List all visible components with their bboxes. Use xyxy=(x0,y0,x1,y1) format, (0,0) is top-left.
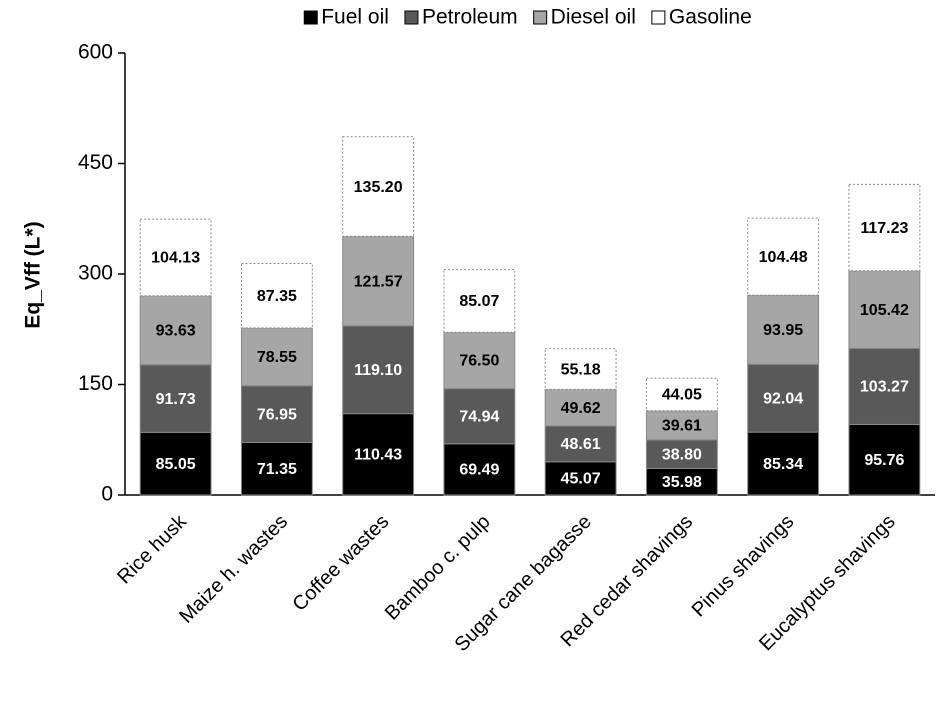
value-label: 85.34 xyxy=(763,456,803,473)
bar-segment xyxy=(240,385,313,443)
value-label: 76.50 xyxy=(459,353,499,370)
value-label: 76.95 xyxy=(257,406,297,423)
value-label: 48.61 xyxy=(561,436,601,453)
legend-label: Petroleum xyxy=(422,6,518,29)
value-label: 35.98 xyxy=(662,474,702,491)
bar-segment xyxy=(544,388,617,427)
bar-segment xyxy=(747,363,820,433)
legend-label: Diesel oil xyxy=(551,6,636,29)
legend-swatch xyxy=(651,10,666,25)
x-tick-label: Rice husk xyxy=(113,510,191,588)
value-label: 95.76 xyxy=(864,452,904,469)
bar-segment xyxy=(342,235,415,327)
bar-segment xyxy=(848,347,921,425)
bar-segment xyxy=(544,425,617,463)
bar-segment xyxy=(645,377,718,412)
bar-segment xyxy=(443,269,516,333)
value-label: 78.55 xyxy=(257,349,297,366)
bar-segment xyxy=(443,331,516,390)
x-tick-label: Coffee wastes xyxy=(288,511,393,616)
x-tick-label: Pinus shavings xyxy=(688,511,799,622)
y-tick-label: 600 xyxy=(78,41,113,64)
value-label: 119.10 xyxy=(354,362,402,379)
legend-swatch xyxy=(533,10,548,25)
bar-segment xyxy=(848,270,921,349)
value-label: 39.61 xyxy=(662,418,702,435)
bar-segment xyxy=(645,410,718,441)
value-label: 85.07 xyxy=(459,293,499,310)
value-label: 135.20 xyxy=(354,179,403,196)
legend-label: Gasoline xyxy=(669,6,752,29)
bar-segment xyxy=(342,413,415,496)
y-tick-label: 450 xyxy=(78,151,113,174)
value-label: 93.63 xyxy=(156,323,196,340)
value-label: 103.27 xyxy=(860,379,909,396)
value-label: 121.57 xyxy=(354,273,403,290)
y-axis-label: Eq_Vff (L*) xyxy=(22,221,45,328)
bar-segment xyxy=(139,295,212,366)
bar-segment xyxy=(747,431,820,496)
legend-swatch xyxy=(404,10,419,25)
bar-segment xyxy=(544,461,617,496)
bar-segment xyxy=(848,423,921,496)
bar-segment xyxy=(240,441,313,496)
value-label: 55.18 xyxy=(561,361,601,378)
bar-segment xyxy=(848,183,921,272)
value-label: 91.73 xyxy=(156,391,196,408)
value-label: 117.23 xyxy=(860,220,908,237)
value-label: 44.05 xyxy=(662,387,702,404)
value-label: 74.94 xyxy=(459,408,499,425)
value-label: 49.62 xyxy=(561,400,601,417)
bar-segment xyxy=(342,136,415,237)
legend-swatch xyxy=(303,10,318,25)
value-label: 105.42 xyxy=(860,302,909,319)
x-tick-label: Maize h. wastes xyxy=(175,511,292,628)
bar-segment xyxy=(240,263,313,329)
y-tick-label: 300 xyxy=(78,262,113,285)
value-label: 69.49 xyxy=(459,462,499,479)
legend-label: Fuel oil xyxy=(321,6,389,29)
bar-segment xyxy=(645,439,718,469)
value-label: 45.07 xyxy=(561,471,601,488)
x-tick-label: Bamboo c. pulp xyxy=(381,511,495,625)
value-label: 93.95 xyxy=(763,322,803,339)
y-tick-label: 0 xyxy=(101,483,113,506)
bar-segment xyxy=(544,348,617,390)
value-label: 85.05 xyxy=(156,456,196,473)
bar-segment xyxy=(747,217,820,296)
bar-segment xyxy=(139,364,212,433)
y-tick-label: 150 xyxy=(78,372,113,395)
bar-segment xyxy=(139,218,212,297)
bar-segment xyxy=(342,325,415,415)
value-label: 110.43 xyxy=(354,447,402,464)
bar-segment xyxy=(443,388,516,445)
value-label: 104.13 xyxy=(151,250,200,267)
value-label: 104.48 xyxy=(759,249,808,266)
value-label: 38.80 xyxy=(662,446,702,463)
value-label: 71.35 xyxy=(257,461,297,478)
value-label: 92.04 xyxy=(763,390,803,407)
bar-segment xyxy=(240,327,313,387)
bar-segment xyxy=(139,431,212,496)
value-label: 87.35 xyxy=(257,288,297,305)
